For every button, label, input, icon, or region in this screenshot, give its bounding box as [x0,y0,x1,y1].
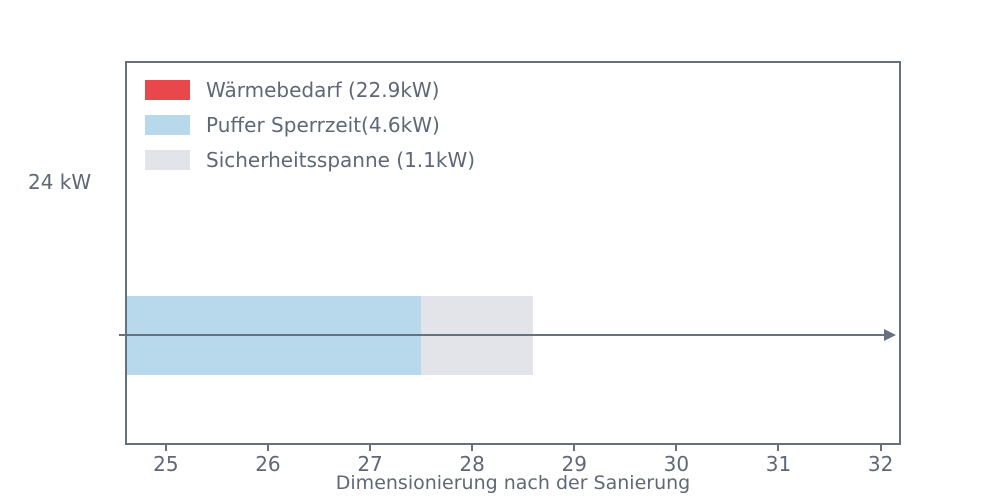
x-tick-label: 31 [765,452,792,476]
legend-item-label: Wärmebedarf (22.9kW) [206,77,440,102]
legend-item: Wärmebedarf (22.9kW) [145,72,475,107]
x-tick-mark [879,445,882,451]
x-axis-title: Dimensionierung nach der Sanierung [335,472,691,494]
legend-swatch-sicherheitsspanne [145,149,190,170]
legend-item-label: Puffer Sperrzeit(4.6kW) [206,112,440,137]
arrow-right-icon [884,329,896,341]
x-tick-label: 25 [153,452,179,476]
x-tick-mark [471,445,474,451]
x-tick-label: 29 [561,452,587,476]
legend-item: Sicherheitsspanne (1.1kW) [145,142,475,177]
legend-swatch-puffer-sperrzeit [145,114,190,135]
x-tick-label: 26 [255,452,281,476]
x-tick-mark [266,445,269,451]
x-tick-mark [369,445,372,451]
legend-item-label: Sicherheitsspanne (1.1kW) [206,147,476,172]
x-tick-mark [164,445,167,451]
x-tick-mark [675,445,678,451]
x-tick-mark [573,445,576,451]
x-tick-label: 27 [357,452,383,476]
x-tick-mark [777,445,780,451]
legend: Wärmebedarf (22.9kW) Puffer Sperrzeit(4.… [145,72,475,177]
legend-swatch-waermebedarf [145,79,190,100]
x-tick-label: 28 [459,452,485,476]
x-tick-label: 32 [867,452,894,476]
legend-item: Puffer Sperrzeit(4.6kW) [145,107,475,142]
arrow-annotation-line [119,334,886,336]
x-tick-label: 30 [663,452,690,476]
y-axis-label: 24 kW [28,170,92,194]
